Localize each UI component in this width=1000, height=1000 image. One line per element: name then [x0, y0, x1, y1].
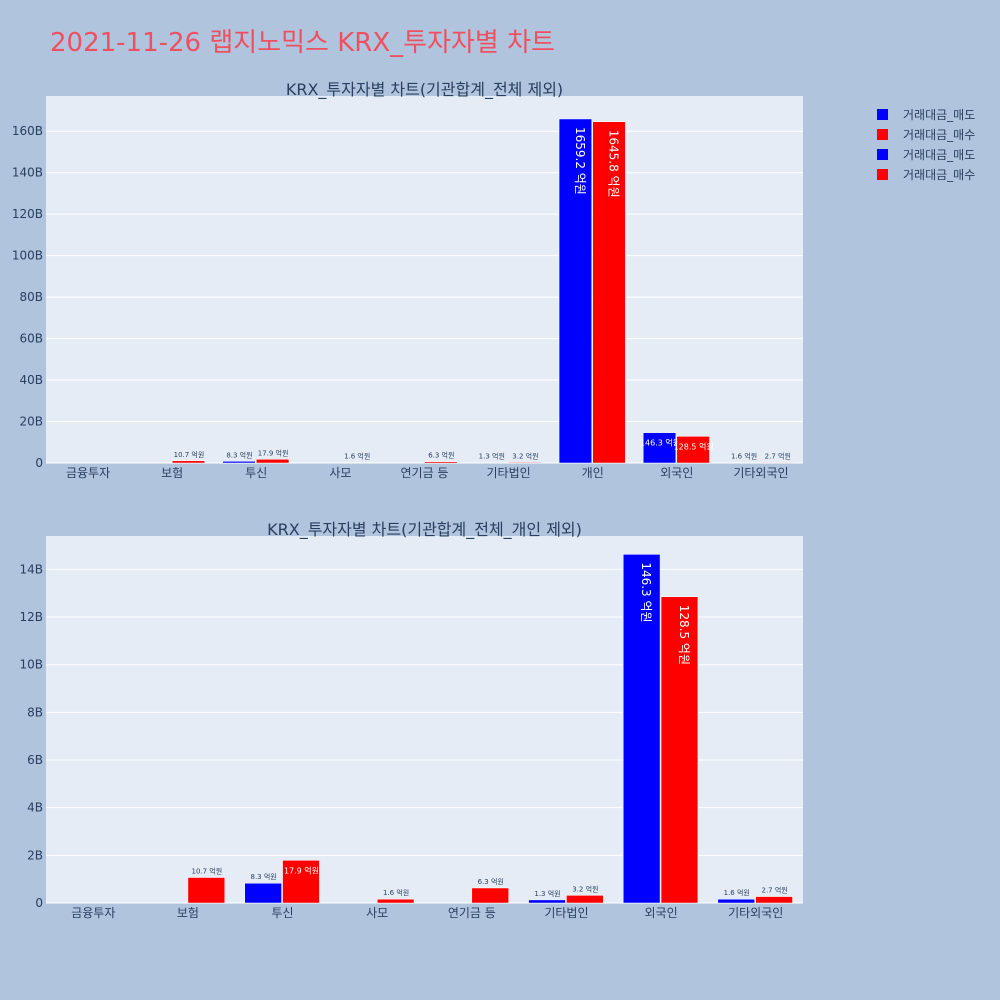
legend-item[interactable]: 거래대금_매도 — [877, 148, 975, 162]
data-label: 2.7 억원 — [761, 886, 787, 895]
plot-area — [46, 96, 803, 463]
bar-buy[interactable] — [760, 462, 794, 464]
data-label: 17.9 억원 — [284, 865, 319, 875]
legend-label: 거래대금_매수 — [903, 168, 975, 182]
legend-swatch — [877, 169, 888, 180]
x-tick-label: 기타법인 — [544, 906, 588, 920]
y-tick-label: 140B — [12, 166, 43, 180]
legend-label: 거래대금_매도 — [903, 108, 975, 122]
bar-buy[interactable] — [424, 461, 458, 464]
data-label: 1.6 억원 — [731, 452, 757, 461]
x-tick-label: 사모 — [366, 906, 388, 920]
x-tick-label: 투신 — [245, 466, 267, 480]
x-tick-label: 개인 — [582, 466, 604, 480]
bar-buy[interactable] — [508, 462, 542, 464]
data-label: 146.3 억원 — [639, 562, 653, 622]
bar-buy[interactable] — [471, 887, 509, 904]
bar-buy[interactable] — [566, 895, 604, 904]
y-tick-label: 0 — [35, 456, 43, 470]
legend-label: 거래대금_매도 — [903, 148, 975, 162]
x-tick-label: 외국인 — [645, 906, 678, 920]
legend-item[interactable]: 거래대금_매수 — [877, 128, 975, 142]
bar-sell[interactable] — [222, 461, 256, 464]
y-tick-label: 10B — [19, 658, 43, 672]
bar-buy[interactable] — [187, 877, 226, 904]
data-label: 1659.2 억원 — [573, 127, 587, 195]
x-tick-label: 연기금 등 — [448, 906, 496, 920]
y-tick-label: 12B — [19, 610, 43, 624]
data-label: 3.2 억원 — [572, 884, 598, 893]
data-label: 1.6 억원 — [724, 888, 750, 897]
y-tick-label: 120B — [12, 207, 43, 221]
page-title: 2021-11-26 랩지노믹스 KRX_투자자별 차트 — [50, 28, 555, 58]
chart-bottom: 0 2B 4B 6B 8B 10B 12B 14B KRX_투자자별 차트(기관합계_전체_개인… — [19, 520, 803, 920]
y-tick-label: 4B — [27, 801, 43, 815]
bar-buy[interactable] — [660, 596, 699, 904]
bar-sell[interactable] — [717, 898, 755, 904]
y-tick-label: 0 — [35, 896, 43, 910]
bar-sell[interactable] — [528, 899, 566, 904]
bar-buy[interactable] — [256, 459, 290, 464]
y-tick-label: 8B — [27, 705, 43, 719]
legend-item[interactable]: 거래대금_매도 — [877, 108, 975, 122]
bar-buy[interactable] — [592, 121, 626, 464]
y-tick-label: 20B — [19, 415, 43, 429]
chart-top: 0 20B 40B 60B 80B 100B 120B 140B 160B KRX_투자자별 차트… — [12, 80, 803, 480]
y-tick-label: 6B — [27, 753, 43, 767]
data-label: 1645.8 억원 — [607, 130, 621, 198]
data-label: 1.3 억원 — [479, 452, 505, 461]
data-label: 128.5 억원 — [674, 441, 714, 451]
y-tick-label: 60B — [19, 332, 43, 346]
y-tick-label: 100B — [12, 249, 43, 263]
data-label: 10.7 억원 — [192, 867, 223, 876]
bar-sell[interactable] — [622, 554, 661, 904]
data-label: 6.3 억원 — [428, 451, 454, 460]
chart-title: KRX_투자자별 차트(기관합계_전체_개인 제외) — [267, 520, 582, 540]
data-label: 8.3 억원 — [251, 872, 277, 881]
chart-title: KRX_투자자별 차트(기관합계_전체 제외) — [286, 80, 563, 100]
data-label: 3.2 억원 — [512, 451, 538, 460]
data-label: 2.7 억원 — [765, 451, 791, 460]
bar-sell[interactable] — [642, 432, 677, 464]
x-tick-label: 연기금 등 — [401, 466, 449, 480]
x-tick-label: 기타외국인 — [728, 906, 783, 920]
bar-buy[interactable] — [171, 460, 206, 464]
x-tick-label: 사모 — [329, 466, 351, 480]
x-tick-label: 보험 — [177, 906, 199, 920]
data-label: 1.6 억원 — [344, 452, 370, 461]
bar-buy[interactable] — [282, 860, 320, 904]
data-label: 128.5 억원 — [677, 605, 691, 665]
legend-swatch — [877, 129, 888, 140]
data-label: 1.3 억원 — [534, 889, 560, 898]
data-label: 6.3 억원 — [478, 877, 504, 886]
y-tick-label: 40B — [19, 373, 43, 387]
x-tick-label: 기타외국인 — [733, 466, 788, 480]
y-tick-label: 80B — [19, 290, 43, 304]
x-tick-label: 보험 — [161, 466, 183, 480]
legend-item[interactable]: 거래대금_매수 — [877, 168, 975, 182]
bar-buy[interactable] — [755, 896, 793, 904]
x-tick-label: 금융투자 — [71, 906, 115, 920]
data-label: 1.6 억원 — [383, 888, 409, 897]
bar-buy[interactable] — [676, 436, 710, 464]
data-label: 17.9 억원 — [258, 448, 289, 457]
data-label: 8.3 억원 — [226, 450, 252, 459]
y-tick-label: 14B — [19, 562, 43, 576]
legend-swatch — [877, 109, 888, 120]
legend-swatch — [877, 149, 888, 160]
data-label: 146.3 억원 — [640, 438, 680, 448]
bar-sell[interactable] — [558, 118, 592, 464]
y-tick-label: 160B — [12, 124, 43, 138]
legend-label: 거래대금_매수 — [903, 128, 975, 142]
x-tick-label: 외국인 — [660, 466, 693, 480]
bar-buy[interactable] — [376, 898, 415, 904]
bar-sell[interactable] — [244, 882, 282, 904]
x-tick-label: 금융투자 — [66, 466, 110, 480]
data-label: 10.7 억원 — [174, 450, 205, 459]
x-tick-label: 투신 — [272, 906, 294, 920]
y-tick-label: 2B — [27, 848, 43, 862]
x-tick-label: 기타법인 — [487, 466, 531, 480]
